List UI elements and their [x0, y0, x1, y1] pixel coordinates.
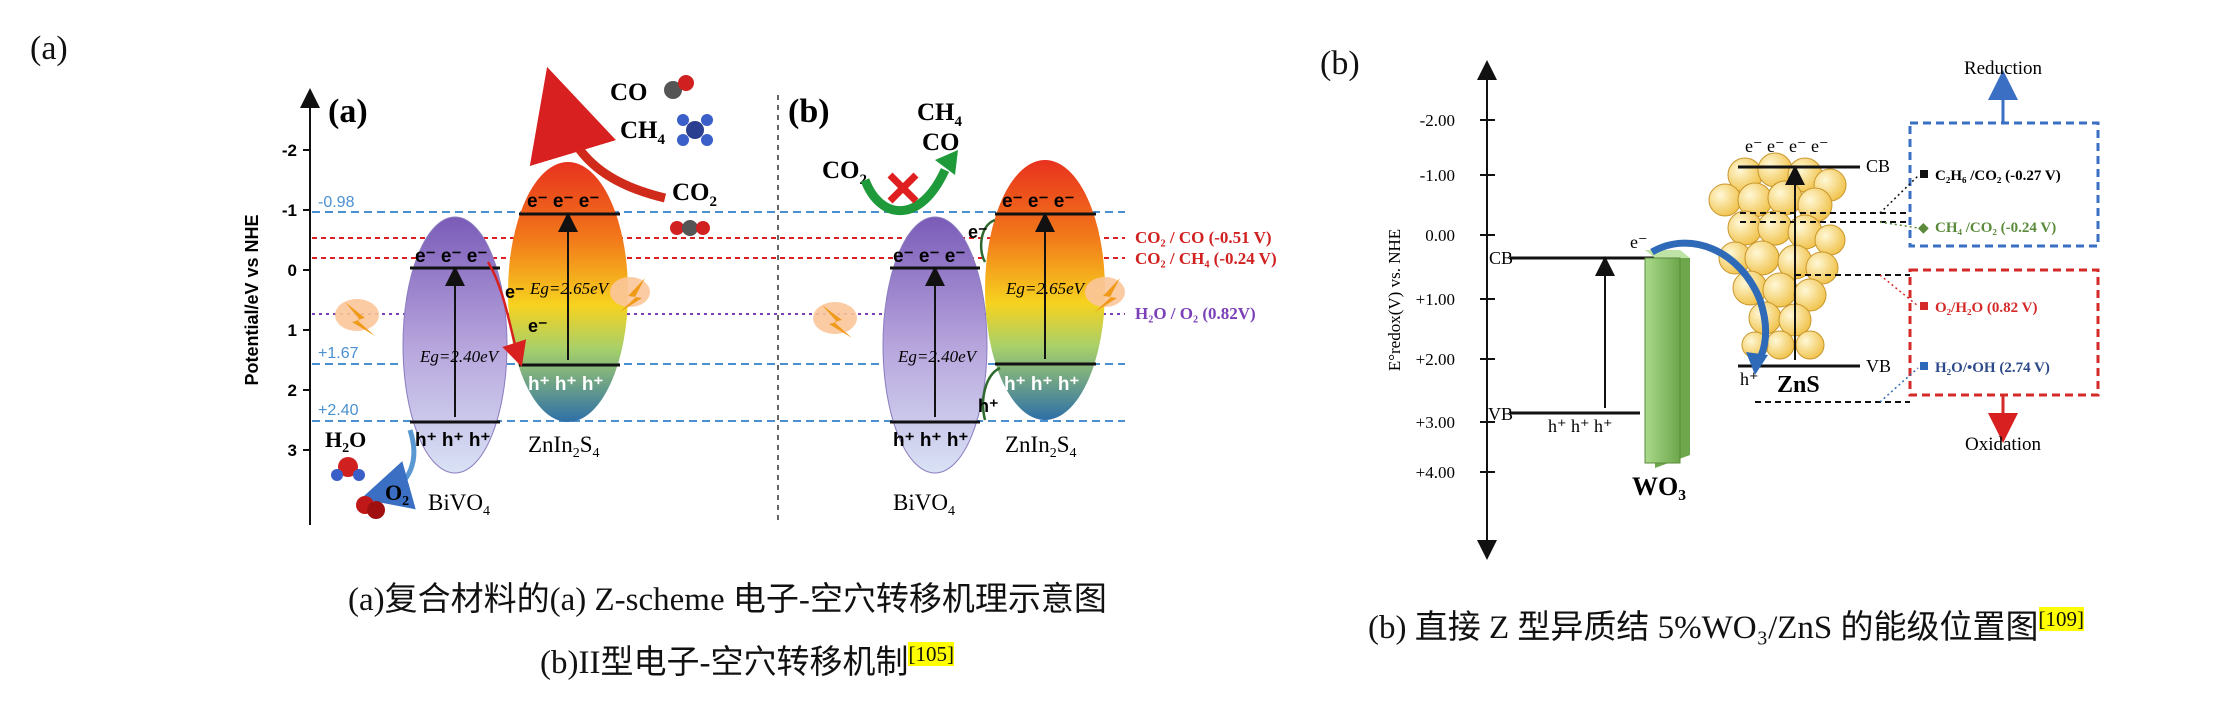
b-oxidation-label: Oxidation	[1965, 434, 2041, 455]
a-left-light-icon-2	[610, 277, 650, 312]
a-left-mol-ch4: CH4	[620, 117, 666, 148]
a-right-mol-ch4: CH4	[917, 99, 963, 130]
a-tick-3: 1	[288, 321, 297, 340]
b-tick-6: +4.00	[1416, 463, 1455, 482]
a-right-panel-label: (b)	[788, 93, 830, 130]
b-c2h6-label: C₂H₆ /CO₂ (-0.27 V)	[1935, 168, 2061, 184]
a-right-bi-eg: Eg=2.40eV	[897, 347, 979, 366]
a-left-co-molecule-icon	[664, 81, 682, 99]
a-left-light-icon-1	[335, 299, 379, 336]
b-wo3-vb: VB	[1488, 404, 1513, 424]
a-right-zn-electrons: e⁻ e⁻ e⁻	[1002, 191, 1074, 212]
a-left-zn-eg: Eg=2.65eV	[529, 279, 611, 298]
a-left-bi-eg: Eg=2.40eV	[419, 347, 501, 366]
b-o2h2o-label: O₂/H₂O (0.82 V)	[1935, 300, 2037, 316]
a-right-blocked-arrow	[860, 168, 950, 216]
a-left-e-label1: e⁻	[505, 282, 525, 302]
a-tick-4: 2	[288, 381, 297, 400]
a-left-mol-co2: CO2	[672, 179, 717, 210]
a-left-mol-h2o: H2O	[325, 427, 366, 456]
a-right-e-label: e⁻	[968, 222, 988, 242]
figure-a-caption-line2: (b)II型电子-空穴转移机制[105]	[540, 635, 954, 683]
a-left-mol-co: CO	[610, 79, 648, 106]
figure-b-panel-label: (b)	[1320, 45, 1360, 82]
figure-b-caption: (b) 直接 Z 型异质结 5%WO₃/ZnS 的能级位置图[109]	[1368, 600, 2085, 648]
a-right-bi-holes: h⁺ h⁺ h⁺	[893, 430, 968, 451]
a-right-cross-icon	[887, 172, 919, 204]
figure-a-citation[interactable]: [105]	[908, 642, 954, 666]
a-tick-0: -2	[282, 141, 297, 160]
figure-b-caption-text: (b) 直接 Z 型异质结 5%WO₃/ZnS 的能级位置图	[1368, 610, 2039, 646]
b-tick-0: -2.00	[1420, 111, 1455, 130]
a-right-zn-eg: Eg=2.65eV	[1005, 279, 1087, 298]
a-left-reduction-arrow	[529, 66, 667, 203]
a-left-zn-holes: h⁺ h⁺ h⁺	[528, 374, 603, 395]
a-left-bi-holes: h⁺ h⁺ h⁺	[415, 430, 490, 451]
a-left-o2-molecule-icon	[356, 496, 385, 519]
b-tick-3: +1.00	[1416, 290, 1455, 309]
a-right-bi-name: BiVO4	[893, 490, 955, 519]
a-tick-5: 3	[288, 441, 297, 460]
b-transfer-arrow	[1650, 239, 1770, 364]
b-ch4-label: CH₄ /CO₂ (-0.24 V)	[1935, 220, 2056, 236]
a-right-light-icon-1	[813, 302, 857, 338]
b-tick-2: 0.00	[1425, 226, 1455, 245]
b-wo3-block	[1644, 250, 1690, 468]
a-right-zn-holes: h⁺ h⁺ h⁺	[1004, 374, 1079, 395]
b-zns-cb: CB	[1866, 156, 1890, 176]
a-level-label-240: +2.40	[318, 402, 359, 419]
a-y-ticks: -2 -1 0 1 2 3	[282, 141, 310, 460]
figure-a-panel-label: (a)	[30, 30, 68, 67]
a-redox-co2-ch4: CO₂ / CH₄ (-0.24 V)	[1135, 249, 1277, 268]
b-wo3-label: WO₃	[1632, 472, 1686, 501]
a-tick-1: -1	[282, 201, 297, 220]
a-right-bi-electrons: e⁻ e⁻ e⁻	[893, 246, 965, 267]
figure-a-caption-line1: (a)复合材料的(a) Z-scheme 电子-空穴转移机理示意图	[348, 582, 1107, 618]
b-zns-h-plus: h⁺	[1740, 369, 1759, 389]
a-left-bi-electrons: e⁻ e⁻ e⁻	[415, 246, 487, 267]
figure-b-citation[interactable]: [109]	[2038, 607, 2085, 631]
b-ch4-marker: ◆	[1918, 221, 1929, 236]
a-left-zn-name: ZnIn2S4	[528, 432, 600, 461]
a-left-co2-molecule-icon	[670, 220, 710, 236]
a-redox-h2o-o2: H₂O / O₂ (0.82V)	[1135, 304, 1256, 323]
figure-a-caption-line2-text: (b)II型电子-空穴转移机制	[540, 645, 909, 681]
b-zns-electrons: e⁻ e⁻ e⁻ e⁻	[1745, 136, 1828, 156]
a-left-e-label2: e⁻	[528, 316, 548, 336]
a-level-label-098: -0.98	[318, 194, 355, 211]
a-right-electron-transfer-arrow	[979, 218, 996, 263]
a-right-hole-transfer-arrow	[981, 366, 1001, 421]
a-left-oxidation-arrow	[360, 429, 417, 510]
a-left-panel-label: (a)	[328, 93, 368, 130]
a-tick-2: 0	[288, 261, 297, 280]
a-left-zn-electrons: e⁻ e⁻ e⁻	[527, 191, 599, 212]
b-wo3-cb: CB	[1489, 248, 1513, 268]
b-wo3-holes: h⁺ h⁺ h⁺	[1548, 416, 1613, 436]
b-y-axis-label: E°redox(V) vs. NHE	[1385, 229, 1404, 371]
a-y-axis-label: Potential/eV vs NHE	[242, 214, 262, 385]
a-right-mol-co: CO	[922, 129, 960, 156]
a-left-electron-transfer-arrow	[486, 261, 527, 367]
b-tick-4: +2.00	[1416, 350, 1455, 369]
a-level-label-167: +1.67	[318, 345, 359, 362]
b-oxidation-box	[1908, 268, 2100, 397]
a-left-mol-o2: O2	[385, 480, 409, 509]
a-left-h2o-molecule-icon	[331, 457, 365, 481]
b-h2ooh-label: H₂O/•OH (2.74 V)	[1935, 360, 2050, 376]
a-left-bi-name: BiVO4	[428, 490, 490, 519]
b-wo3-e-minus: e⁻	[1630, 232, 1648, 252]
a-left-ch4-molecule-icon	[677, 114, 713, 146]
b-reduction-label: Reduction	[1964, 58, 2043, 79]
a-right-zn-name: ZnIn2S4	[1005, 432, 1077, 461]
b-tick-1: -1.00	[1420, 166, 1455, 185]
b-zns-label: ZnS	[1777, 372, 1820, 398]
a-right-h-label: h⁺	[978, 396, 999, 416]
a-right-light-icon-2	[1085, 277, 1125, 312]
a-redox-co2-co: CO₂ / CO (-0.51 V)	[1135, 228, 1272, 247]
b-zns-vb: VB	[1866, 356, 1891, 376]
b-tick-5: +3.00	[1416, 413, 1455, 432]
a-right-mol-co2: CO2	[822, 157, 867, 188]
